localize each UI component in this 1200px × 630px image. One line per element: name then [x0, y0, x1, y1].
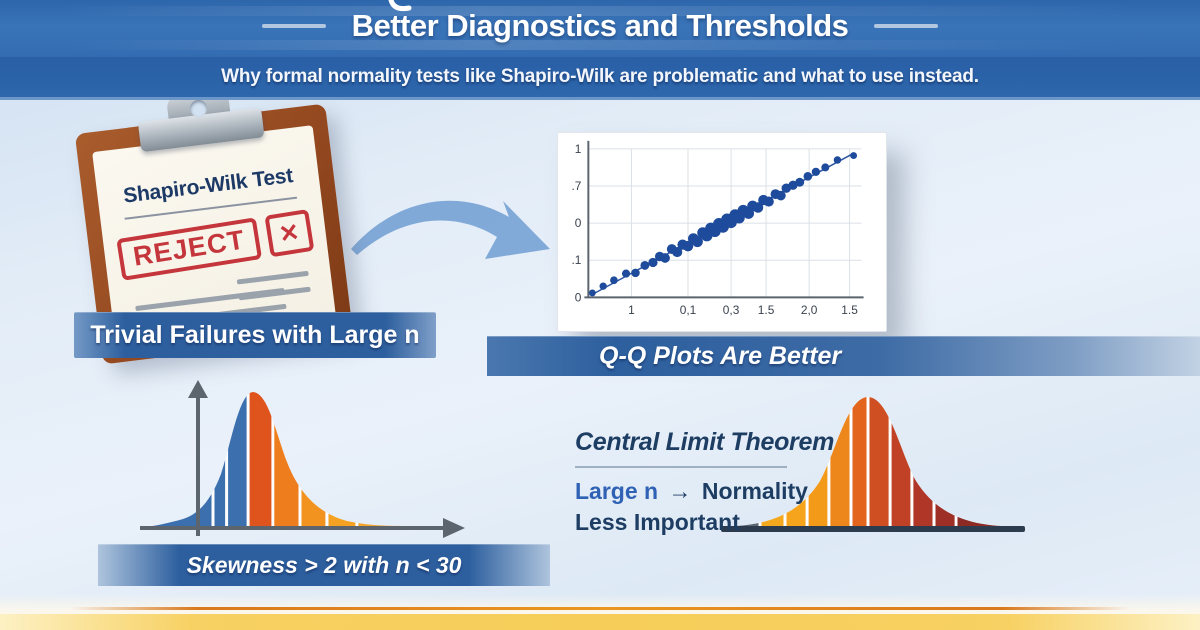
bell-curve-chart [715, 385, 1035, 540]
svg-text:0,3: 0,3 [723, 303, 740, 317]
curved-arrow-icon [351, 200, 550, 259]
bottom-light-strip [0, 594, 1200, 614]
svg-text:.1: .1 [572, 253, 582, 267]
banner-label: Skewness > 2 with n < 30 [186, 552, 462, 578]
svg-text:0: 0 [575, 216, 582, 230]
subtitle-band: Why formal normality tests like Shapiro-… [0, 57, 1200, 100]
banner-label: Trivial Failures with Large n [90, 321, 420, 349]
cropped-letter-descender [388, 0, 412, 12]
baseline [721, 526, 1025, 532]
page-title: Better Diagnostics and Thresholds [351, 8, 849, 43]
svg-text:1.5: 1.5 [841, 303, 858, 317]
svg-text:.7: .7 [572, 179, 582, 193]
x-mark-icon: ✕ [264, 209, 315, 258]
clt-line2: Less Important [575, 509, 740, 535]
skewed-distribution-chart [125, 378, 565, 548]
clipboard-title: Shapiro-Wilk Test [122, 164, 295, 208]
clt-large-n: Large n [575, 478, 659, 504]
clt-text-block: Central Limit Theorem Large n → Normalit… [575, 428, 835, 536]
banner-label: Q-Q Plots Are Better [599, 342, 842, 370]
banner-skewness: Skewness > 2 with n < 30 [98, 544, 550, 586]
title-dash-right [874, 24, 939, 28]
reject-stamp-label: REJECT [116, 217, 262, 281]
yellow-footer-band [0, 614, 1200, 630]
right-arrow-icon: → [668, 478, 692, 504]
page-subtitle: Why formal normality tests like Shapiro-… [221, 66, 979, 87]
banner-trivial-failures: Trivial Failures with Large n [74, 312, 436, 358]
header-streak [0, 6, 1200, 16]
header-band: Better Diagnostics and Thresholds [0, 0, 1200, 57]
svg-text:1.5: 1.5 [758, 303, 775, 317]
skew-curve-slices [145, 392, 417, 528]
x-axis-arrowhead-icon [443, 518, 465, 538]
title-dash-left [261, 24, 326, 28]
clt-heading: Central Limit Theorem [575, 428, 835, 456]
clt-underline [575, 466, 787, 468]
header-streak [0, 40, 1200, 50]
qq-plot-chart: 1 .7 0 .1 0 1 0,1 0,3 1.5 2,0 1.5 [572, 140, 864, 317]
clt-normality: Normality [701, 478, 808, 504]
svg-text:0,1: 0,1 [680, 303, 697, 317]
svg-text:1: 1 [628, 303, 635, 317]
qq-plot-card: 1 .7 0 .1 0 1 0,1 0,3 1.5 2,0 1.5 [557, 132, 887, 332]
svg-text:1: 1 [575, 142, 582, 156]
y-axis-arrowhead-icon [188, 380, 208, 398]
svg-text:2,0: 2,0 [801, 303, 818, 317]
banner-qq-plots: Q-Q Plots Are Better [487, 336, 1200, 376]
orange-divider-line [70, 607, 1130, 610]
text-line [236, 270, 309, 285]
clt-line1: Large n → Normality [575, 478, 835, 505]
svg-text:0: 0 [575, 290, 582, 304]
